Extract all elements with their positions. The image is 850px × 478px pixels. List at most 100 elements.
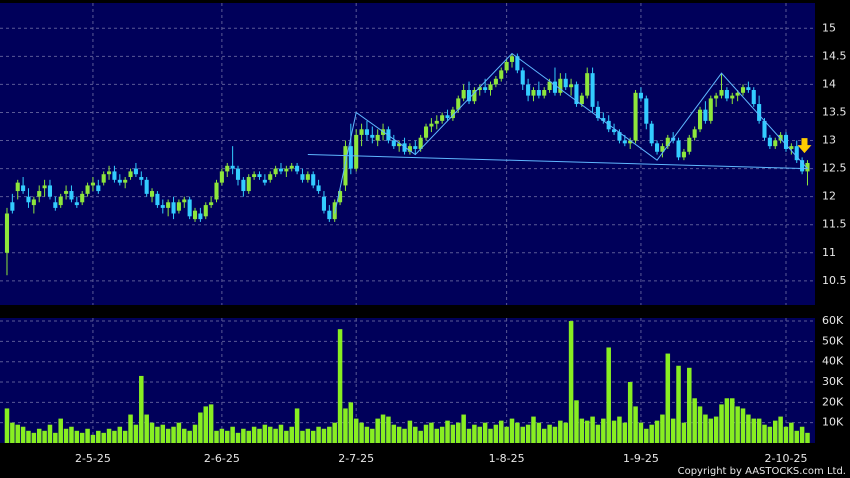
candle-body: [305, 174, 310, 180]
volume-bar: [300, 430, 305, 443]
volume-bar: [601, 418, 606, 443]
volume-bar: [353, 418, 359, 443]
candle-body: [569, 84, 574, 88]
candle-body: [176, 202, 181, 211]
volume-bar: [375, 418, 380, 443]
candle-body: [520, 70, 525, 85]
volume-bar: [434, 428, 440, 443]
volume-bar: [144, 414, 149, 443]
volume-bar: [617, 416, 622, 443]
volume-bar: [670, 418, 676, 443]
volume-bar: [515, 422, 520, 443]
candle-body: [128, 171, 133, 178]
candle-body: [789, 146, 794, 149]
volume-bar: [176, 422, 182, 443]
candle-body: [289, 165, 294, 169]
volume-bar: [386, 416, 391, 443]
volume-bar: [482, 422, 488, 443]
volume-bar: [719, 404, 724, 443]
candle-body: [268, 174, 273, 180]
candle-body: [235, 168, 241, 180]
volume-bar: [724, 398, 730, 443]
candle-body: [633, 92, 638, 141]
candle-body: [252, 174, 257, 178]
volume-bar: [224, 430, 230, 443]
candle-body: [407, 146, 412, 152]
trend-line: [334, 52, 808, 214]
candle-body: [144, 179, 149, 194]
candle-body: [735, 92, 740, 96]
volume-bar: [214, 430, 219, 443]
volume-bar: [160, 424, 166, 443]
x-tick-label: 2-6-25: [204, 452, 240, 465]
candle-body: [64, 191, 69, 194]
candle-body: [316, 185, 321, 192]
candle-body: [655, 143, 660, 152]
volume-bar: [644, 428, 649, 443]
volume-bar: [762, 424, 767, 443]
volume-bar: [267, 426, 273, 443]
candle-body: [612, 129, 617, 133]
candle-body: [375, 134, 380, 141]
candle-body: [85, 185, 90, 194]
volume-bar: [155, 426, 160, 443]
candle-body: [681, 151, 686, 158]
candle-body: [552, 81, 558, 93]
volume-bar: [541, 428, 547, 443]
volume-bar: [493, 424, 499, 443]
volume-bar: [708, 418, 714, 443]
volume-bar: [681, 422, 687, 443]
candle-body: [69, 191, 74, 200]
volume-bar: [466, 428, 472, 443]
volume-bar: [284, 430, 289, 443]
candle-body: [101, 174, 106, 183]
volume-bar: [735, 406, 740, 443]
volume-bar: [574, 400, 579, 443]
candle-body: [364, 129, 369, 135]
candle-body: [402, 143, 407, 152]
volume-bar: [241, 428, 246, 443]
candle-body: [746, 87, 751, 91]
candle-body: [117, 179, 122, 183]
volume-bar: [713, 416, 719, 443]
candle-body: [295, 165, 300, 172]
candle-body: [730, 95, 735, 99]
volume-bar: [85, 428, 90, 443]
volume-bar: [278, 424, 284, 443]
candle-body: [107, 171, 112, 175]
candle-body: [628, 140, 633, 144]
volume-bar: [504, 426, 509, 443]
volume-bar: [364, 426, 370, 443]
candle-body: [617, 132, 622, 141]
candle-body: [531, 90, 536, 96]
candle-body: [391, 140, 396, 147]
candle-body: [434, 120, 439, 124]
volume-bar: [456, 422, 461, 443]
volume-bar: [525, 424, 531, 443]
volume-bar: [273, 428, 278, 443]
volume-bar: [477, 426, 483, 443]
candle-body: [273, 168, 278, 175]
volume-bar: [262, 424, 268, 443]
candle-body: [499, 70, 504, 79]
volume-bar: [79, 432, 85, 443]
x-tick-label: 1-8-25: [489, 452, 525, 465]
candle-body: [160, 205, 165, 208]
volume-bar: [472, 424, 477, 443]
volume-bar: [251, 426, 257, 443]
volume-bar: [327, 426, 332, 443]
y-tick-label: 10K: [822, 416, 844, 429]
volume-bar: [128, 414, 133, 443]
candle-body: [155, 193, 160, 206]
volume-bar: [289, 426, 294, 443]
candle-body: [53, 202, 58, 208]
volume-bar: [584, 420, 590, 443]
volume-bar: [74, 430, 80, 443]
candle-body: [348, 146, 353, 169]
candle-body: [278, 168, 284, 172]
candle-body: [139, 177, 144, 180]
y-tick-label: 13.5: [822, 105, 847, 118]
y-tick-label: 30K: [822, 375, 844, 388]
volume-bar: [53, 432, 58, 443]
volume-bar: [730, 398, 735, 443]
